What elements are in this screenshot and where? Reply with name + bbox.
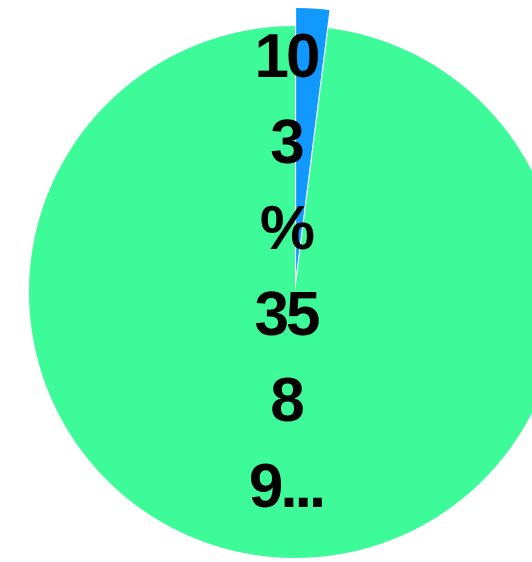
pie-slice-1	[296, 8, 330, 275]
data-label-line-3: %	[259, 194, 315, 263]
pie-slice-2	[29, 26, 532, 558]
data-label-line-5: 8	[270, 366, 305, 435]
pie-slices	[29, 8, 532, 558]
data-label-line-2: 3	[270, 108, 305, 177]
data-label-line-1: 10	[254, 22, 321, 91]
data-label-line-6: 9...	[248, 452, 326, 521]
data-label-line-4: 35	[254, 280, 321, 349]
slice-data-label: 10 3 % 35 8 9...	[248, 14, 326, 530]
